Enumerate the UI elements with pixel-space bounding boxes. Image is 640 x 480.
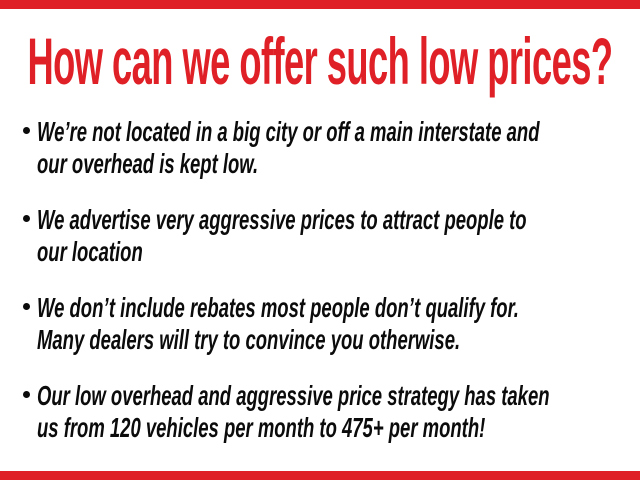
bullet-line: us from 120 vehicles per month to 475+ p…: [37, 412, 486, 443]
bullet-text: Our low overhead and aggressive price st…: [37, 380, 550, 444]
title-area: How can we offer such low prices?: [0, 26, 640, 98]
bullet-marker: [23, 127, 30, 134]
top-red-bar: [0, 0, 640, 9]
bullet-line: Our low overhead and aggressive price st…: [37, 380, 550, 411]
bullet-line: Many dealers will try to convince you ot…: [37, 324, 461, 355]
bullet-text: We advertise very aggressive prices to a…: [37, 204, 527, 268]
bullet-line: We advertise very aggressive prices to a…: [37, 204, 527, 235]
bullet-marker: [23, 303, 30, 310]
bullet-line: our location: [37, 236, 143, 267]
bullet-text: We’re not located in a big city or off a…: [37, 116, 539, 180]
bullet-line: We don’t include rebates most people don…: [37, 292, 519, 323]
list-item: We advertise very aggressive prices to a…: [23, 204, 640, 268]
list-item: Our low overhead and aggressive price st…: [23, 380, 640, 444]
list-item: We’re not located in a big city or off a…: [23, 116, 640, 180]
bullet-line: We’re not located in a big city or off a…: [37, 116, 540, 147]
bullet-list: We’re not located in a big city or off a…: [23, 116, 640, 468]
bullet-line: our overhead is kept low.: [37, 148, 259, 179]
page-title: How can we offer such low prices?: [27, 24, 614, 98]
bottom-red-bar: [0, 471, 640, 480]
list-item: We don’t include rebates most people don…: [23, 292, 640, 356]
bullet-marker: [23, 391, 30, 398]
bullet-text: We don’t include rebates most people don…: [37, 292, 519, 356]
bullet-marker: [23, 215, 30, 222]
